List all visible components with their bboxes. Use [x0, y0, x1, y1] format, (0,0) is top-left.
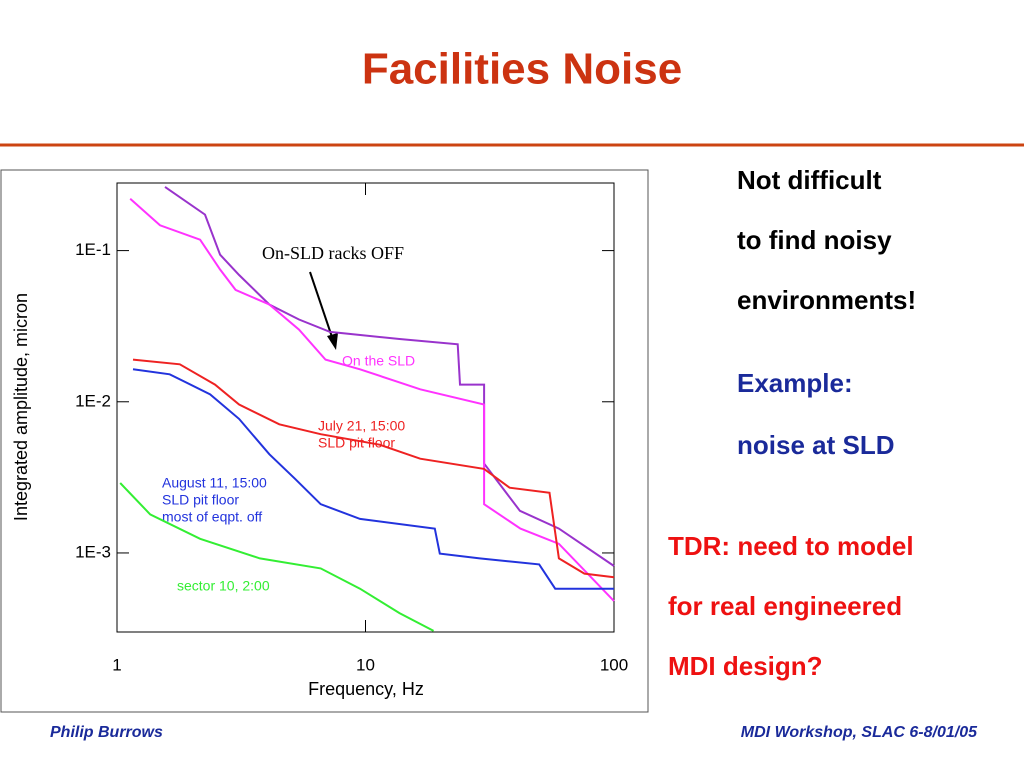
slide-title: Facilities Noise	[362, 45, 682, 94]
series-line	[132, 368, 614, 590]
tdr: for real engineered	[668, 591, 902, 621]
note: environments!	[737, 285, 916, 315]
y-tick-label: 1E-2	[75, 391, 111, 410]
series-label: SLD pit floor	[318, 435, 395, 451]
series-label: most of eqpt. off	[162, 509, 262, 525]
tdr: TDR: need to model	[668, 531, 914, 561]
arrow-head	[327, 333, 338, 350]
series-line	[164, 186, 615, 567]
annotation: On-SLD racks OFF	[262, 243, 404, 263]
footer-left: Philip Burrows	[50, 724, 163, 741]
annotation-arrow	[309, 271, 334, 341]
y-axis-label: Integrated amplitude, micron	[11, 293, 31, 521]
series-label: SLD pit floor	[162, 492, 239, 508]
y-tick-label: 1E-1	[75, 240, 111, 259]
y-tick-label: 1E-3	[75, 542, 111, 561]
example: noise at SLD	[737, 430, 894, 460]
chart-frame	[0, 169, 649, 713]
series-label: July 21, 15:00	[318, 418, 405, 434]
series-line	[129, 198, 615, 602]
series-label: August 11, 15:00	[162, 475, 267, 491]
x-axis-label: Frequency, Hz	[308, 679, 424, 699]
series-label: sector 10, 2:00	[177, 578, 270, 594]
note: to find noisy	[737, 225, 892, 255]
footer-right: MDI Workshop, SLAC 6-8/01/05	[741, 724, 978, 741]
series-line	[119, 482, 435, 632]
x-tick-label: 1	[112, 655, 121, 674]
series-line	[132, 358, 615, 579]
series-label: On the SLD	[342, 353, 415, 369]
x-tick-label: 10	[356, 655, 375, 674]
x-tick-label: 100	[600, 655, 628, 674]
tdr: MDI design?	[668, 651, 823, 681]
note: Not difficult	[737, 165, 882, 195]
example: Example:	[737, 368, 853, 398]
